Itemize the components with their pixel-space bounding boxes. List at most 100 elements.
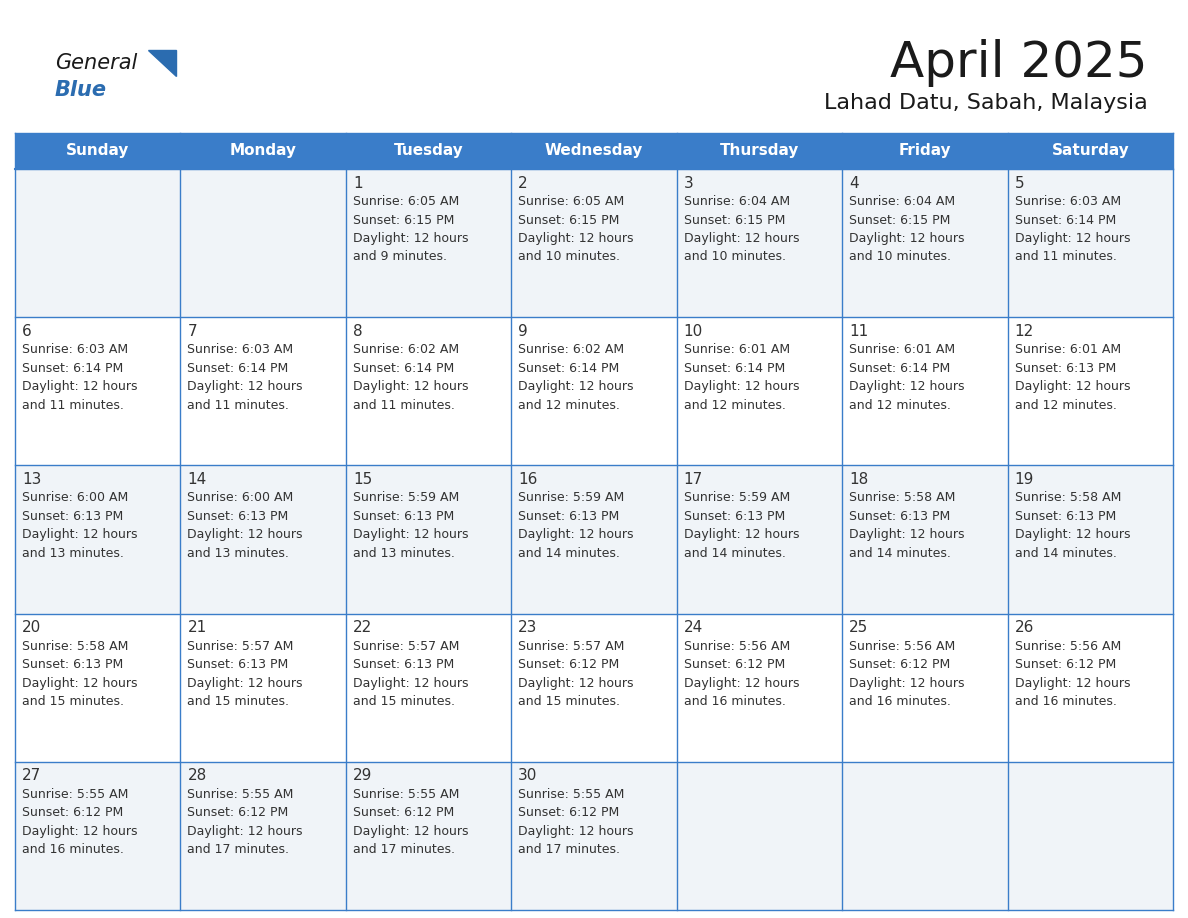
Text: 11: 11 — [849, 324, 868, 339]
Text: and 13 minutes.: and 13 minutes. — [23, 547, 124, 560]
Text: 20: 20 — [23, 620, 42, 635]
Text: and 13 minutes.: and 13 minutes. — [188, 547, 290, 560]
Text: Sunrise: 5:55 AM: Sunrise: 5:55 AM — [518, 788, 625, 800]
Bar — [1007, 318, 1173, 465]
Text: Daylight: 12 hours: Daylight: 12 hours — [849, 232, 965, 245]
Bar — [842, 169, 1007, 318]
Bar — [15, 465, 181, 613]
Text: 6: 6 — [23, 324, 32, 339]
Bar — [842, 762, 1007, 910]
Text: and 12 minutes.: and 12 minutes. — [518, 398, 620, 411]
Text: and 14 minutes.: and 14 minutes. — [1015, 547, 1117, 560]
Text: 2: 2 — [518, 175, 527, 191]
Bar — [346, 465, 511, 613]
Bar — [15, 318, 181, 465]
Text: Sunset: 6:13 PM: Sunset: 6:13 PM — [518, 509, 619, 523]
Text: Sunset: 6:14 PM: Sunset: 6:14 PM — [684, 362, 785, 375]
Text: 13: 13 — [23, 472, 42, 487]
Text: 24: 24 — [684, 620, 703, 635]
Text: Sunrise: 5:58 AM: Sunrise: 5:58 AM — [1015, 491, 1121, 504]
Text: Daylight: 12 hours: Daylight: 12 hours — [684, 677, 800, 689]
Text: Sunrise: 5:57 AM: Sunrise: 5:57 AM — [188, 640, 293, 653]
Text: Sunrise: 5:55 AM: Sunrise: 5:55 AM — [353, 788, 460, 800]
Text: Sunset: 6:13 PM: Sunset: 6:13 PM — [849, 509, 950, 523]
Text: Sunset: 6:15 PM: Sunset: 6:15 PM — [353, 214, 454, 227]
Text: 12: 12 — [1015, 324, 1034, 339]
Text: Daylight: 12 hours: Daylight: 12 hours — [684, 232, 800, 245]
Text: Sunrise: 5:56 AM: Sunrise: 5:56 AM — [1015, 640, 1120, 653]
Bar — [181, 169, 346, 318]
Text: Daylight: 12 hours: Daylight: 12 hours — [23, 677, 138, 689]
Text: Sunset: 6:12 PM: Sunset: 6:12 PM — [23, 806, 124, 819]
Text: Daylight: 12 hours: Daylight: 12 hours — [353, 380, 468, 393]
Text: Sunset: 6:15 PM: Sunset: 6:15 PM — [684, 214, 785, 227]
Text: Sunset: 6:12 PM: Sunset: 6:12 PM — [518, 658, 619, 671]
Bar — [511, 613, 677, 762]
Text: Sunrise: 5:58 AM: Sunrise: 5:58 AM — [849, 491, 955, 504]
Text: 4: 4 — [849, 175, 859, 191]
Text: 26: 26 — [1015, 620, 1034, 635]
Text: Sunrise: 5:58 AM: Sunrise: 5:58 AM — [23, 640, 128, 653]
Text: Daylight: 12 hours: Daylight: 12 hours — [1015, 529, 1130, 542]
Bar — [181, 465, 346, 613]
Text: and 17 minutes.: and 17 minutes. — [188, 844, 290, 856]
Text: Sunset: 6:15 PM: Sunset: 6:15 PM — [518, 214, 620, 227]
Text: and 16 minutes.: and 16 minutes. — [684, 695, 785, 708]
Text: Sunset: 6:14 PM: Sunset: 6:14 PM — [23, 362, 124, 375]
Bar — [346, 169, 511, 318]
Polygon shape — [148, 50, 176, 76]
Bar — [677, 762, 842, 910]
Text: Sunrise: 6:00 AM: Sunrise: 6:00 AM — [188, 491, 293, 504]
Bar — [181, 762, 346, 910]
Text: Sunset: 6:13 PM: Sunset: 6:13 PM — [353, 509, 454, 523]
Bar — [181, 318, 346, 465]
Text: 16: 16 — [518, 472, 538, 487]
Text: and 15 minutes.: and 15 minutes. — [353, 695, 455, 708]
Text: Sunset: 6:13 PM: Sunset: 6:13 PM — [188, 658, 289, 671]
Text: Daylight: 12 hours: Daylight: 12 hours — [684, 529, 800, 542]
Text: Daylight: 12 hours: Daylight: 12 hours — [23, 824, 138, 838]
Text: Daylight: 12 hours: Daylight: 12 hours — [353, 232, 468, 245]
Text: Daylight: 12 hours: Daylight: 12 hours — [353, 677, 468, 689]
Bar — [346, 762, 511, 910]
Text: and 9 minutes.: and 9 minutes. — [353, 251, 447, 263]
Text: Sunday: Sunday — [67, 143, 129, 159]
Text: Daylight: 12 hours: Daylight: 12 hours — [518, 529, 633, 542]
Text: Daylight: 12 hours: Daylight: 12 hours — [518, 380, 633, 393]
Bar — [15, 169, 181, 318]
Bar — [677, 169, 842, 318]
Text: Sunrise: 6:02 AM: Sunrise: 6:02 AM — [518, 343, 625, 356]
Text: 9: 9 — [518, 324, 527, 339]
Text: Sunset: 6:14 PM: Sunset: 6:14 PM — [353, 362, 454, 375]
Text: Sunset: 6:14 PM: Sunset: 6:14 PM — [518, 362, 619, 375]
Bar — [511, 465, 677, 613]
Text: Sunrise: 5:57 AM: Sunrise: 5:57 AM — [353, 640, 460, 653]
Bar — [181, 613, 346, 762]
Text: Sunset: 6:13 PM: Sunset: 6:13 PM — [1015, 509, 1116, 523]
Bar — [15, 762, 181, 910]
Text: 27: 27 — [23, 768, 42, 783]
Text: Lahad Datu, Sabah, Malaysia: Lahad Datu, Sabah, Malaysia — [824, 93, 1148, 113]
Text: 3: 3 — [684, 175, 694, 191]
Text: Friday: Friday — [898, 143, 952, 159]
Bar — [677, 318, 842, 465]
Text: 5: 5 — [1015, 175, 1024, 191]
Text: Daylight: 12 hours: Daylight: 12 hours — [849, 380, 965, 393]
Text: Blue: Blue — [55, 80, 107, 100]
Text: April 2025: April 2025 — [891, 39, 1148, 87]
Text: Sunrise: 5:59 AM: Sunrise: 5:59 AM — [353, 491, 459, 504]
Text: Sunrise: 5:55 AM: Sunrise: 5:55 AM — [188, 788, 293, 800]
Bar — [842, 613, 1007, 762]
Text: Thursday: Thursday — [720, 143, 800, 159]
Text: 15: 15 — [353, 472, 372, 487]
Text: Sunrise: 6:03 AM: Sunrise: 6:03 AM — [23, 343, 128, 356]
Text: Daylight: 12 hours: Daylight: 12 hours — [188, 677, 303, 689]
Text: Sunset: 6:14 PM: Sunset: 6:14 PM — [1015, 214, 1116, 227]
Text: 14: 14 — [188, 472, 207, 487]
Text: Daylight: 12 hours: Daylight: 12 hours — [849, 677, 965, 689]
Text: Daylight: 12 hours: Daylight: 12 hours — [1015, 232, 1130, 245]
Text: Daylight: 12 hours: Daylight: 12 hours — [849, 529, 965, 542]
Text: and 15 minutes.: and 15 minutes. — [188, 695, 290, 708]
Text: and 11 minutes.: and 11 minutes. — [23, 398, 124, 411]
Bar — [15, 133, 1173, 169]
